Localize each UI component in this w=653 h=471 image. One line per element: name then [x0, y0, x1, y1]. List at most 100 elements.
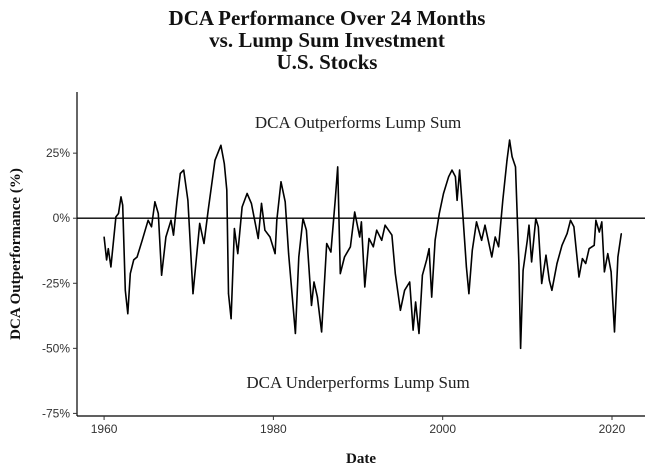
- data-point: [203, 242, 205, 245]
- data-point: [497, 246, 500, 248]
- data-point: [316, 296, 319, 298]
- data-point: [556, 262, 558, 265]
- data-point: [491, 256, 493, 258]
- annotation-outperforms: DCA Outperforms Lump Sum: [255, 113, 461, 132]
- data-point: [305, 229, 308, 231]
- data-point: [548, 279, 550, 281]
- data-point: [364, 286, 366, 288]
- data-point: [412, 329, 414, 331]
- y-tick-label: 25%: [46, 146, 70, 160]
- data-point: [264, 229, 266, 231]
- data-point: [603, 271, 605, 273]
- data-point: [354, 211, 356, 213]
- data-point: [462, 216, 464, 218]
- data-point: [610, 271, 612, 273]
- data-point: [391, 234, 393, 236]
- data-point: [161, 274, 163, 276]
- data-point: [237, 253, 239, 255]
- data-point: [566, 232, 568, 235]
- data-point: [459, 169, 461, 171]
- data-point: [269, 236, 271, 238]
- data-point: [522, 269, 524, 271]
- data-point: [120, 196, 122, 198]
- data-point: [528, 224, 530, 226]
- data-point: [298, 256, 300, 258]
- data-point: [585, 262, 587, 265]
- data-point: [418, 332, 420, 335]
- data-point: [110, 266, 112, 268]
- x-tick-label: 2000: [429, 422, 456, 436]
- data-point: [339, 273, 341, 275]
- data-point: [133, 259, 135, 261]
- data-points: [103, 139, 622, 349]
- data-point: [230, 318, 232, 320]
- data-point: [551, 289, 553, 291]
- data-point: [514, 166, 517, 168]
- data-point: [172, 234, 175, 236]
- data-point: [260, 202, 263, 204]
- axes: [76, 92, 645, 417]
- data-point: [326, 242, 328, 245]
- data-point: [595, 219, 597, 221]
- data-point: [250, 202, 252, 204]
- data-point: [106, 259, 108, 261]
- data-point: [537, 226, 539, 228]
- data-point: [431, 296, 433, 298]
- data-point: [187, 199, 189, 201]
- data-point: [227, 293, 230, 295]
- data-point: [481, 239, 483, 241]
- data-point: [179, 172, 181, 175]
- data-point: [519, 347, 522, 349]
- data-point: [502, 199, 504, 201]
- data-point: [183, 169, 185, 171]
- data-point: [588, 248, 590, 250]
- data-point: [117, 212, 120, 215]
- data-point: [359, 236, 361, 238]
- data-point: [294, 332, 296, 335]
- data-point: [598, 231, 600, 233]
- data-point: [141, 239, 143, 241]
- data-point: [147, 219, 149, 221]
- data-point: [115, 216, 117, 218]
- y-tick-label: -50%: [42, 341, 70, 355]
- data-point: [578, 276, 580, 278]
- x-tick-label: 1960: [91, 422, 118, 436]
- data-point: [518, 262, 520, 265]
- data-point: [456, 199, 458, 201]
- data-point: [448, 176, 450, 178]
- data-point: [257, 237, 259, 240]
- data-point: [451, 169, 453, 171]
- data-point: [343, 256, 346, 258]
- x-axis-label: Date: [346, 451, 376, 467]
- data-point: [381, 239, 383, 241]
- data-point: [165, 236, 167, 238]
- data-point: [506, 159, 508, 161]
- data-point: [157, 212, 159, 215]
- data-point: [394, 273, 396, 275]
- data-point: [330, 251, 332, 253]
- ticks: 25% 0% -25% -50% -75% 1960 1980 2000 2020: [42, 146, 626, 436]
- data-point: [214, 159, 216, 161]
- data-point: [620, 232, 622, 235]
- data-point: [475, 221, 478, 223]
- data-point: [601, 221, 603, 223]
- data-point: [545, 254, 547, 256]
- data-point: [541, 282, 543, 285]
- data-point: [368, 237, 370, 240]
- data-point: [207, 209, 209, 211]
- data-point: [438, 212, 440, 215]
- data-point: [421, 274, 423, 276]
- data-point: [465, 266, 467, 268]
- data-point: [280, 181, 282, 183]
- y-tick-label: 0%: [53, 211, 71, 225]
- data-point: [530, 261, 533, 263]
- data-point: [337, 166, 339, 168]
- data-point: [233, 228, 236, 230]
- data-point: [376, 229, 378, 231]
- data-point: [399, 309, 401, 311]
- data-point: [426, 259, 428, 261]
- data-point: [526, 239, 528, 241]
- y-axis-label: DCA Outperformance (%): [8, 168, 24, 340]
- annotation-underperforms: DCA Underperforms Lump Sum: [246, 373, 469, 392]
